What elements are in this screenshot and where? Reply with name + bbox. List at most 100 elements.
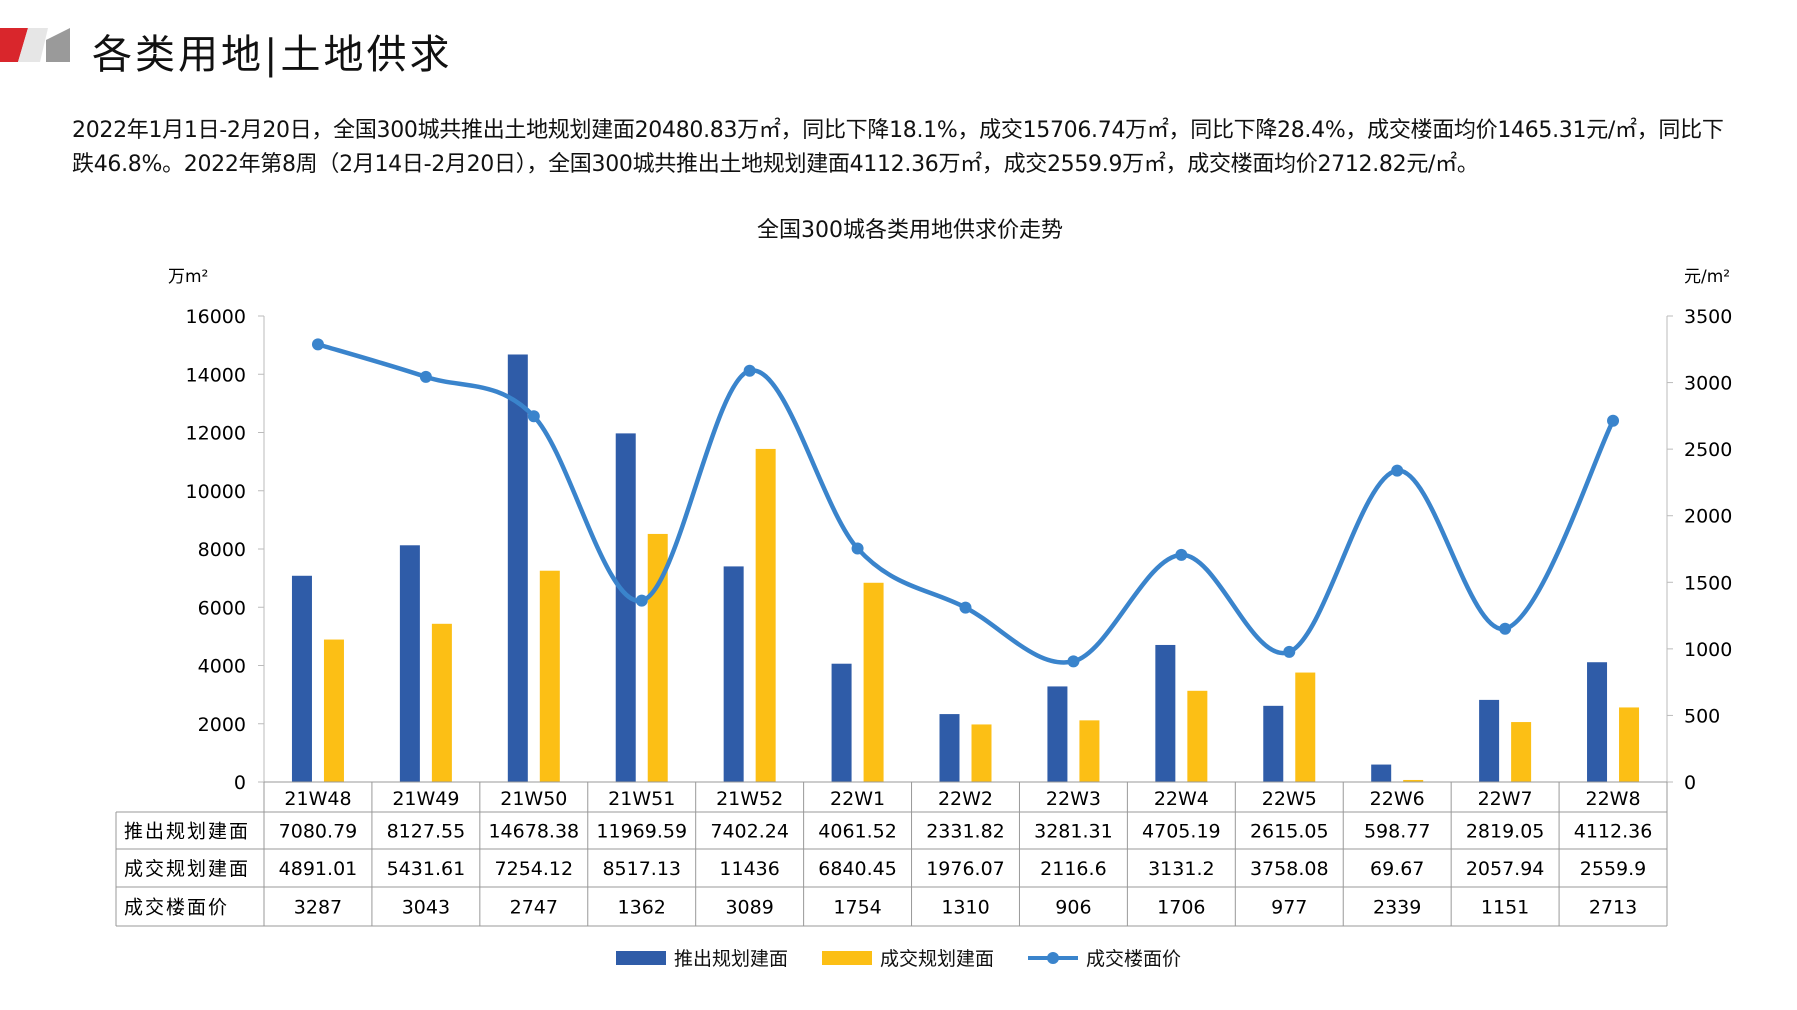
legend: 推出规划建面 成交规划建面 成交楼面价: [0, 944, 1797, 971]
price-point: [959, 601, 972, 614]
data-label: 2713: [1589, 897, 1637, 919]
legend-label: 成交楼面价: [1086, 948, 1182, 970]
bar-supply: [831, 663, 852, 782]
bar-supply: [723, 566, 744, 782]
data-label: 7254.12: [495, 858, 574, 880]
data-label: 3281.31: [1034, 821, 1113, 843]
data-label: 1976.07: [926, 858, 1005, 880]
right-axis-unit: 元/m²: [1684, 267, 1730, 287]
right-tick-label: 500: [1684, 705, 1720, 727]
legend-swatch-deal: [821, 950, 872, 965]
bar-deal: [1079, 720, 1100, 782]
legend-swatch-supply: [615, 950, 666, 965]
bar-supply: [939, 714, 960, 782]
data-label: 7080.79: [279, 821, 358, 843]
category-label: 21W50: [500, 788, 567, 810]
right-tick-label: 1000: [1684, 639, 1732, 661]
left-tick-label: 8000: [198, 539, 246, 561]
left-tick-label: 12000: [186, 423, 246, 445]
left-tick-label: 6000: [198, 597, 246, 619]
data-label: 1754: [833, 897, 881, 919]
bar-supply: [1371, 764, 1392, 782]
data-label: 2747: [510, 897, 558, 919]
bar-supply: [291, 575, 312, 782]
data-label: 3089: [725, 897, 773, 919]
data-label: 5431.61: [387, 858, 466, 880]
legend-label: 推出规划建面: [673, 948, 788, 970]
price-point: [527, 410, 540, 423]
bar-deal: [863, 582, 884, 782]
brand-logo: [0, 28, 70, 62]
data-label: 2559.9: [1580, 858, 1646, 880]
legend-item-supply: 推出规划建面: [615, 944, 788, 971]
left-tick-label: 10000: [186, 481, 246, 503]
left-tick-label: 4000: [198, 656, 246, 678]
legend-label: 成交规划建面: [879, 948, 994, 970]
data-label: 2615.05: [1250, 821, 1329, 843]
bar-supply: [1479, 699, 1500, 782]
data-label: 1706: [1157, 897, 1205, 919]
bar-supply: [1047, 686, 1068, 782]
data-label: 7402.24: [710, 821, 789, 843]
data-label: 4891.01: [279, 858, 358, 880]
right-tick-label: 3000: [1684, 373, 1732, 395]
data-label: 2057.94: [1466, 858, 1545, 880]
price-point: [419, 370, 432, 383]
price-point: [743, 364, 756, 377]
category-label: 22W2: [938, 788, 993, 810]
price-point: [1175, 548, 1188, 561]
data-label: 1151: [1481, 897, 1529, 919]
bar-deal: [1619, 707, 1640, 782]
right-tick-label: 2000: [1684, 506, 1732, 528]
price-point: [1067, 655, 1080, 668]
data-label: 1310: [941, 897, 989, 919]
category-label: 21W48: [284, 788, 351, 810]
chart-title: 全国300城各类用地供求价走势: [757, 218, 1063, 243]
data-label: 8127.55: [387, 821, 466, 843]
category-label: 22W7: [1478, 788, 1533, 810]
right-tick-label: 0: [1684, 772, 1696, 794]
data-label: 4705.19: [1142, 821, 1221, 843]
data-label: 8517.13: [602, 858, 681, 880]
data-label: 11969.59: [596, 821, 687, 843]
left-tick-label: 0: [234, 772, 246, 794]
bar-supply: [1155, 644, 1176, 782]
bar-deal: [539, 570, 560, 782]
summary-text: 2022年1月1日-2月20日，全国300城共推出土地规划建面20480.83万…: [72, 118, 1724, 177]
data-label: 69.67: [1370, 858, 1424, 880]
data-label: 3287: [294, 897, 342, 919]
category-label: 22W4: [1154, 788, 1209, 810]
category-label: 22W1: [830, 788, 885, 810]
right-tick-label: 2500: [1684, 439, 1732, 461]
bar-supply: [507, 354, 528, 782]
legend-item-deal: 成交规划建面: [821, 944, 994, 971]
price-point: [1499, 622, 1512, 635]
bar-deal: [1511, 722, 1532, 782]
left-tick-label: 14000: [186, 364, 246, 386]
data-label: 906: [1055, 897, 1091, 919]
bar-deal: [323, 639, 344, 782]
data-label: 11436: [719, 858, 779, 880]
data-label: 4061.52: [818, 821, 897, 843]
bar-supply: [1587, 662, 1608, 782]
category-label: 22W3: [1046, 788, 1101, 810]
data-label: 3131.2: [1148, 858, 1214, 880]
data-label: 2339: [1373, 897, 1421, 919]
legend-swatch-price: [1028, 951, 1078, 964]
category-label: 21W49: [392, 788, 459, 810]
data-label: 14678.38: [488, 821, 579, 843]
data-label: 977: [1271, 897, 1307, 919]
category-label: 21W51: [608, 788, 675, 810]
table-row-header: 成交楼面价: [124, 897, 229, 919]
data-label: 598.77: [1364, 821, 1430, 843]
data-label: 1362: [618, 897, 666, 919]
bar-deal: [755, 448, 776, 782]
data-label: 6840.45: [818, 858, 897, 880]
price-point: [1283, 645, 1296, 658]
bar-deal: [431, 623, 452, 782]
right-tick-label: 1500: [1684, 572, 1732, 594]
price-point: [851, 542, 864, 555]
data-label: 3758.08: [1250, 858, 1329, 880]
left-tick-label: 16000: [186, 306, 246, 328]
